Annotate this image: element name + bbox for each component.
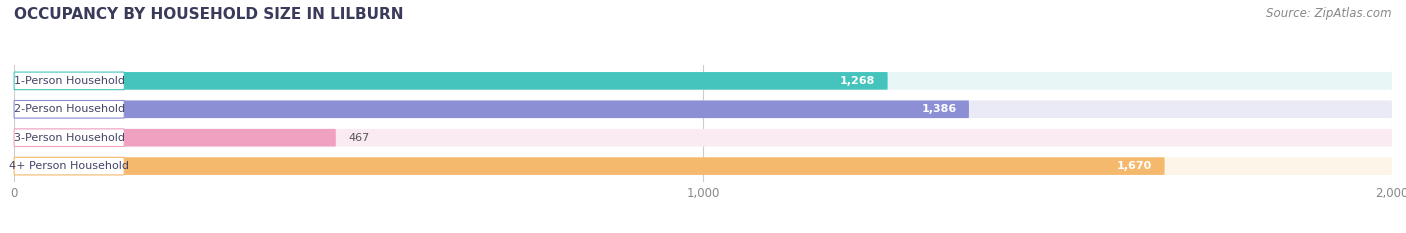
FancyBboxPatch shape [14,157,1392,175]
Text: OCCUPANCY BY HOUSEHOLD SIZE IN LILBURN: OCCUPANCY BY HOUSEHOLD SIZE IN LILBURN [14,7,404,22]
FancyBboxPatch shape [14,129,124,147]
Text: 1,670: 1,670 [1116,161,1152,171]
Text: 1,386: 1,386 [921,104,956,114]
FancyBboxPatch shape [14,129,1392,147]
FancyBboxPatch shape [14,72,1392,90]
FancyBboxPatch shape [14,157,1164,175]
Text: Source: ZipAtlas.com: Source: ZipAtlas.com [1267,7,1392,20]
FancyBboxPatch shape [14,100,124,118]
Text: 3-Person Household: 3-Person Household [14,133,125,143]
FancyBboxPatch shape [14,100,1392,118]
FancyBboxPatch shape [14,157,124,175]
FancyBboxPatch shape [14,72,124,90]
Text: 467: 467 [349,133,370,143]
Text: 1-Person Household: 1-Person Household [14,76,125,86]
Text: 2-Person Household: 2-Person Household [14,104,125,114]
Text: 4+ Person Household: 4+ Person Household [10,161,129,171]
FancyBboxPatch shape [14,129,336,147]
Text: 1,268: 1,268 [839,76,876,86]
FancyBboxPatch shape [14,100,969,118]
FancyBboxPatch shape [14,72,887,90]
